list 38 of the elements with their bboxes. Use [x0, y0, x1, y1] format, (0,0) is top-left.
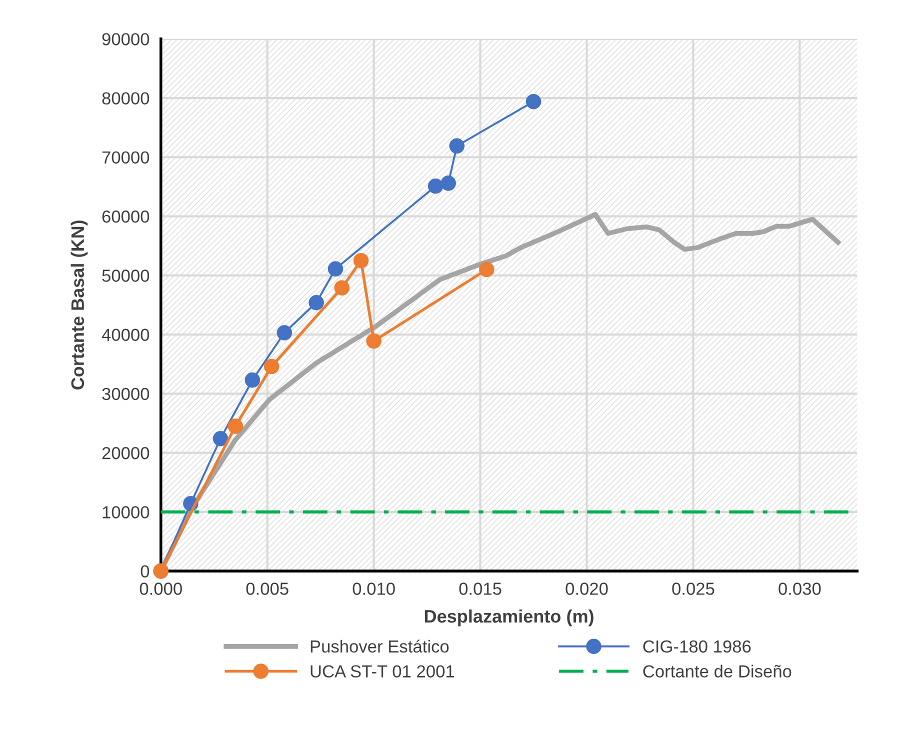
point [334, 280, 350, 296]
legend-label: Pushover Estático [310, 640, 449, 653]
x-tick-label: 0.010 [352, 582, 395, 595]
x-tick-label: 0.020 [566, 582, 608, 595]
y-tick-label: 80000 [102, 92, 150, 104]
point [526, 94, 542, 110]
y-axis-title: Cortante Basal (KN) [70, 220, 88, 390]
y-tick-label: 20000 [102, 446, 150, 460]
point [328, 261, 344, 277]
y-tick-label: 0 [140, 565, 150, 578]
point [212, 430, 228, 446]
x-axis-title: Desplazamiento (m) [424, 609, 594, 626]
y-tick-label: 70000 [102, 151, 150, 164]
point [440, 176, 456, 191]
point [276, 325, 292, 340]
point [449, 138, 465, 154]
legend-label: Cortante de Diseño [643, 664, 792, 678]
y-tick-label: 60000 [102, 210, 150, 223]
point [428, 178, 444, 194]
x-tick-label: 0.000 [140, 582, 182, 595]
point [353, 252, 369, 268]
x-tick-label: 0.030 [778, 582, 821, 595]
y-tick-label: 50000 [102, 270, 150, 282]
x-tick-label: 0.015 [459, 582, 502, 595]
legend-label: UCA ST-T 01 2001 [310, 665, 454, 678]
point [264, 358, 280, 374]
point [308, 294, 324, 310]
y-tick-label: 10000 [102, 506, 150, 518]
y-tick-label: 30000 [102, 388, 150, 400]
x-tick-label: 0.005 [246, 582, 288, 595]
y-tick-label: 90000 [102, 33, 150, 46]
y-tick-label: 40000 [102, 328, 150, 342]
point [244, 372, 260, 388]
legend-label: CIG-180 1986 [643, 640, 751, 653]
point [366, 333, 382, 349]
x-tick-label: 0.025 [672, 582, 714, 595]
point [479, 262, 494, 278]
point [228, 418, 244, 434]
